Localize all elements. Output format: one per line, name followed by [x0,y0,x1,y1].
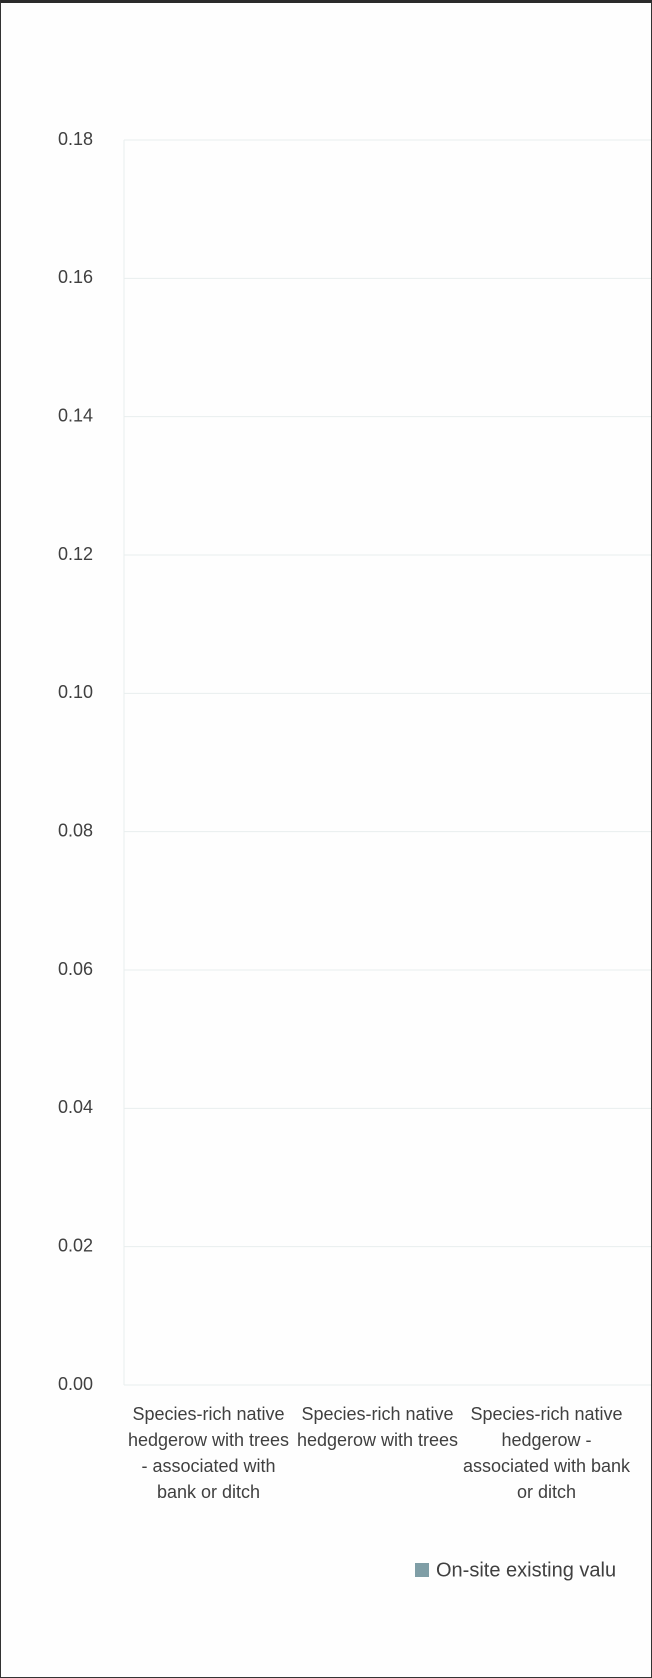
y-tick-label: 0.18 [58,129,93,149]
y-tick-label: 0.02 [58,1235,93,1255]
y-tick-label: 0.08 [58,820,93,840]
y-tick-label: 0.04 [58,1097,93,1117]
y-tick-label: 0.10 [58,682,93,702]
legend-swatch [415,1563,429,1577]
y-tick-label: 0.14 [58,405,93,425]
y-tick-label: 0.12 [58,544,93,564]
chart: 0.00 0.02 0.04 0.06 0.08 0.10 0.12 0.14 0.16 0.18… [58,129,651,1581]
y-tick-label: 0.16 [58,267,93,287]
x-tick-label: Species-rich native hedgerow - associate… [462,1404,631,1502]
x-tick-label: Species-rich native hedgerow with trees [296,1404,459,1450]
legend-label: On-site existing valu [436,1559,616,1581]
y-tick-label: 0.00 [58,1374,93,1394]
y-tick-label: 0.06 [58,959,93,979]
x-tick-label: Species-rich native hedgerow with trees … [127,1404,290,1502]
